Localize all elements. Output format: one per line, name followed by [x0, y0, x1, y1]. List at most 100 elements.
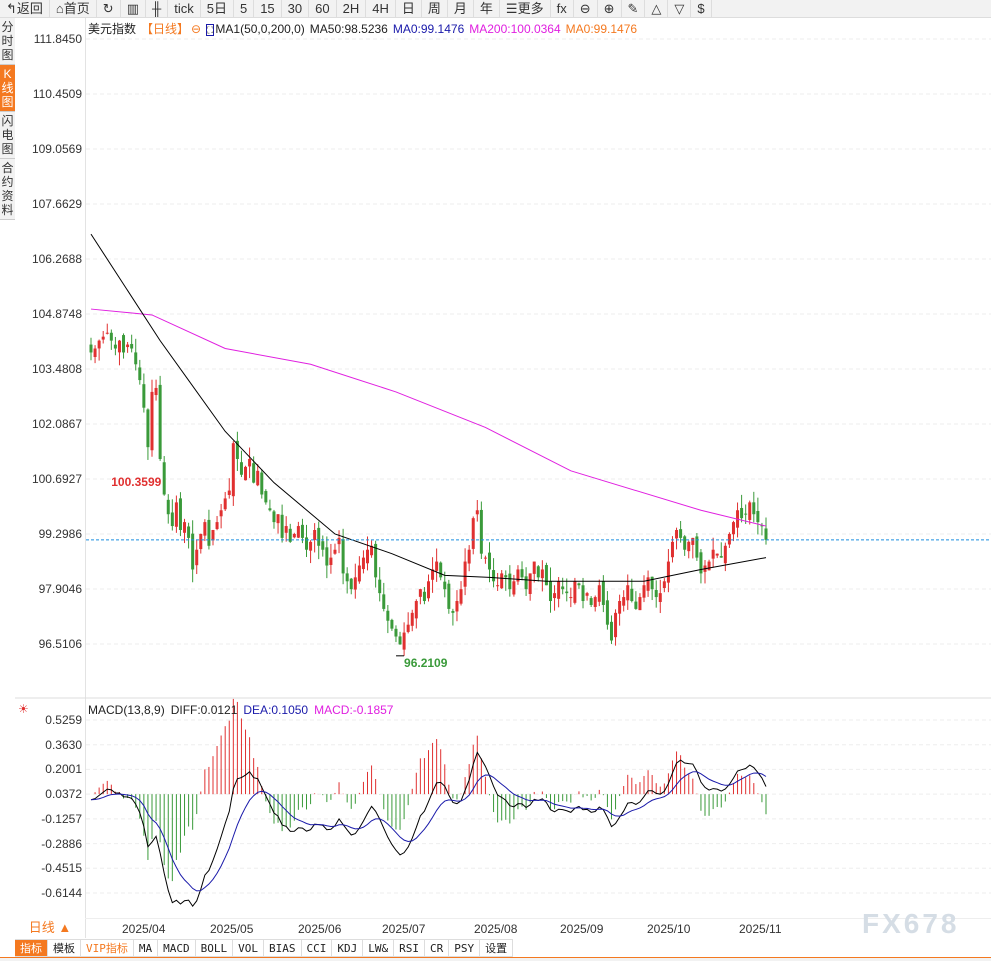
- tab-7[interactable]: BIAS: [264, 939, 302, 957]
- ma50-line: [90, 233, 767, 582]
- toolbar-button-5[interactable]: 5: [234, 0, 255, 18]
- toolbar-button-周[interactable]: 周: [422, 0, 448, 18]
- tab-8[interactable]: CCI: [301, 939, 333, 957]
- candle-body: [614, 612, 618, 638]
- candle-body: [752, 502, 756, 515]
- toolbar-label: 60: [315, 1, 330, 16]
- toolbar-button-home[interactable]: ⌂首页: [50, 0, 97, 18]
- candle-body: [565, 591, 569, 594]
- tab-13[interactable]: PSY: [449, 939, 481, 957]
- toolbar-label: ⊕: [603, 1, 615, 16]
- tab-11[interactable]: RSI: [394, 939, 425, 957]
- side-tab-1[interactable]: K线图: [0, 65, 15, 112]
- tab-3[interactable]: MA: [133, 939, 159, 957]
- toolbar-label: 日: [401, 1, 415, 16]
- toolbar-button-30[interactable]: 30: [282, 0, 310, 18]
- candle-body: [398, 636, 402, 645]
- candle-body: [492, 570, 496, 582]
- toolbar-button-60[interactable]: 60: [309, 0, 337, 18]
- candle-body: [585, 593, 589, 596]
- candle-body: [731, 522, 735, 535]
- candle-body: [666, 561, 670, 583]
- tab-4[interactable]: MACD: [158, 939, 196, 957]
- candle-body: [544, 565, 548, 586]
- home-icon: ⌂: [55, 1, 64, 16]
- side-nav: 分时图 K线图 闪电图 合约资料: [0, 18, 15, 220]
- candle-body: [707, 561, 711, 571]
- toolbar-button-triangle-down[interactable]: ▽: [668, 0, 692, 18]
- period-selector[interactable]: 日线 ▲: [15, 918, 85, 938]
- toolbar-label: 2H: [342, 1, 360, 16]
- macd-settings-icon[interactable]: ☀: [18, 702, 29, 716]
- tab-6[interactable]: VOL: [233, 939, 264, 957]
- candle-body: [370, 545, 374, 556]
- tab-9[interactable]: KDJ: [332, 939, 364, 957]
- candle-body: [215, 522, 219, 529]
- candle-body: [410, 612, 414, 626]
- tab-14[interactable]: 设置: [480, 939, 514, 957]
- candle-body: [264, 491, 268, 503]
- toolbar-button-日[interactable]: 日: [396, 0, 422, 18]
- toolbar-button-triangle-up[interactable]: △: [645, 0, 669, 18]
- candle-body: [276, 514, 280, 524]
- date-tick: 2025/06: [298, 922, 342, 936]
- price-tick: 99.2986: [38, 527, 82, 541]
- toolbar-button-年[interactable]: 年: [474, 0, 500, 18]
- candle-body: [252, 463, 256, 483]
- candle-body: [483, 557, 487, 559]
- toolbar-button-function[interactable]: fx: [551, 0, 574, 18]
- toolbar-button-refresh[interactable]: ↻: [97, 0, 121, 18]
- price-tick: 97.9046: [38, 582, 82, 596]
- tab-2[interactable]: VIP指标: [81, 939, 134, 957]
- toolbar-button-zoom-out[interactable]: ⊖: [574, 0, 598, 18]
- side-tab-2[interactable]: 闪电图: [0, 112, 15, 159]
- candle-body: [418, 589, 422, 597]
- toolbar-button-dollar[interactable]: $: [691, 0, 712, 18]
- side-tab-0[interactable]: 分时图: [0, 18, 15, 65]
- candle-body: [256, 470, 260, 486]
- toolbar-button-menu[interactable]: ☰更多: [500, 0, 551, 18]
- tab-0[interactable]: 指标: [15, 939, 48, 957]
- macd-legend: MACD(13,8,9) DIFF:0.0121 DEA:0.1050 MACD:-0…: [88, 703, 399, 717]
- candle-body: [605, 600, 609, 625]
- tab-10[interactable]: LW&: [363, 939, 395, 957]
- ma50-value: MA50:98.5236: [309, 22, 388, 36]
- indicator-tabs: 指标 模板 VIP指标 MA MACD BOLL VOL BIAS CCI KDJ LW& RSI CR…: [15, 939, 514, 957]
- tab-5[interactable]: BOLL: [195, 939, 234, 957]
- bottom-scrollbar[interactable]: [0, 957, 991, 961]
- candle-body: [292, 533, 296, 538]
- toolbar-button-4H[interactable]: 4H: [366, 0, 396, 18]
- candle-body: [597, 585, 601, 602]
- ma200-line: [90, 308, 767, 527]
- toolbar-button-2H[interactable]: 2H: [337, 0, 367, 18]
- candle-body: [390, 619, 394, 629]
- toolbar-label: 年: [479, 1, 493, 16]
- toolbar-button-zoom-in[interactable]: ⊕: [598, 0, 622, 18]
- axis-divider: [85, 18, 86, 938]
- low-annotation: 96.2109: [404, 656, 448, 670]
- toolbar-button-back-arrow[interactable]: ↰返回: [0, 0, 50, 18]
- toolbar-button-tick[interactable]: tick: [168, 0, 201, 18]
- settings-icon[interactable]: ⊖: [191, 22, 202, 36]
- candle-body: [219, 510, 223, 517]
- toolbar-button-5日[interactable]: 5日: [201, 0, 234, 18]
- candle-body: [288, 528, 292, 542]
- candle-body: [581, 585, 585, 602]
- toolbar-button-bar-chart[interactable]: ▥: [121, 0, 146, 18]
- toolbar-button-pen[interactable]: ✎: [622, 0, 646, 18]
- watermark-logo: FX678: [862, 908, 960, 939]
- toolbar-button-15[interactable]: 15: [254, 0, 282, 18]
- bar-chart-icon: ▥: [126, 1, 139, 16]
- candle-body: [211, 530, 215, 541]
- side-tab-3[interactable]: 合约资料: [0, 159, 15, 220]
- tab-12[interactable]: CR: [425, 939, 450, 957]
- candle-body: [268, 508, 272, 511]
- toolbar-label: 更多: [517, 1, 544, 16]
- toolbar-button-candlestick[interactable]: ╫: [146, 0, 169, 18]
- tab-1[interactable]: 模板: [48, 939, 81, 957]
- candle-body: [97, 340, 101, 349]
- price-tick: 104.8748: [31, 307, 82, 321]
- toolbar-button-月[interactable]: 月: [448, 0, 474, 18]
- indicator-icon[interactable]: ⛶: [206, 24, 215, 36]
